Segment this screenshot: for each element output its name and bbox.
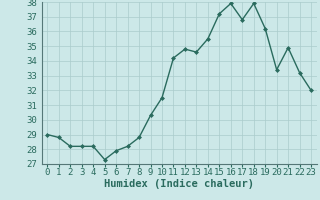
X-axis label: Humidex (Indice chaleur): Humidex (Indice chaleur): [104, 179, 254, 189]
